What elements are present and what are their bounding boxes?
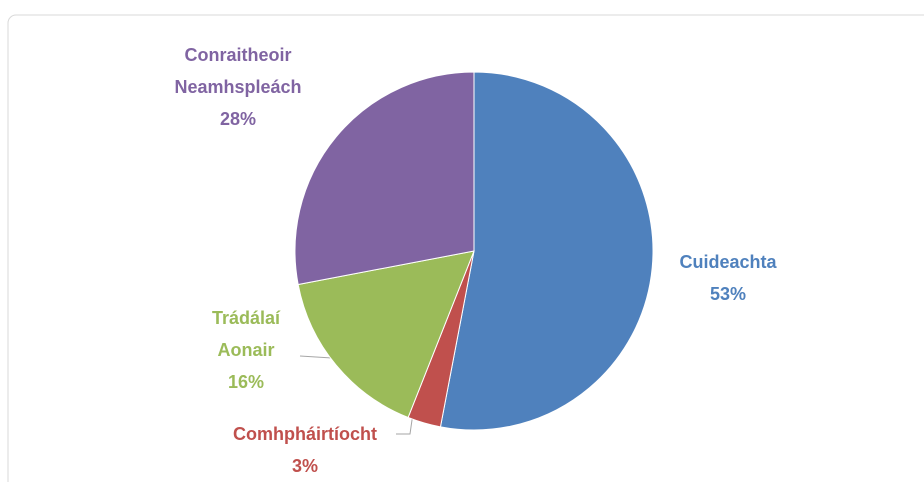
leader-line [299, 355, 333, 359]
value-label: 28% [219, 109, 257, 129]
category-label: Trádálaí Aonair [211, 308, 281, 360]
data-label: Comhpháirtíocht 3% [205, 418, 405, 482]
data-label: Cuideachta 53% [673, 246, 783, 310]
value-label: 16% [227, 372, 265, 392]
pie-slice [294, 71, 475, 286]
value-label: 3% [291, 456, 318, 476]
category-label: Cuideachta [679, 252, 777, 272]
data-label: Conraitheoir Neamhspleách 28% [163, 39, 313, 135]
data-label: Trádálaí Aonair 16% [196, 302, 296, 398]
leader-line [396, 412, 414, 435]
category-label: Conraitheoir Neamhspleách [174, 45, 302, 97]
pie-slice [297, 250, 475, 419]
category-label: Comhpháirtíocht [233, 424, 377, 444]
pie-slice [439, 71, 654, 431]
value-label: 53% [709, 284, 747, 304]
